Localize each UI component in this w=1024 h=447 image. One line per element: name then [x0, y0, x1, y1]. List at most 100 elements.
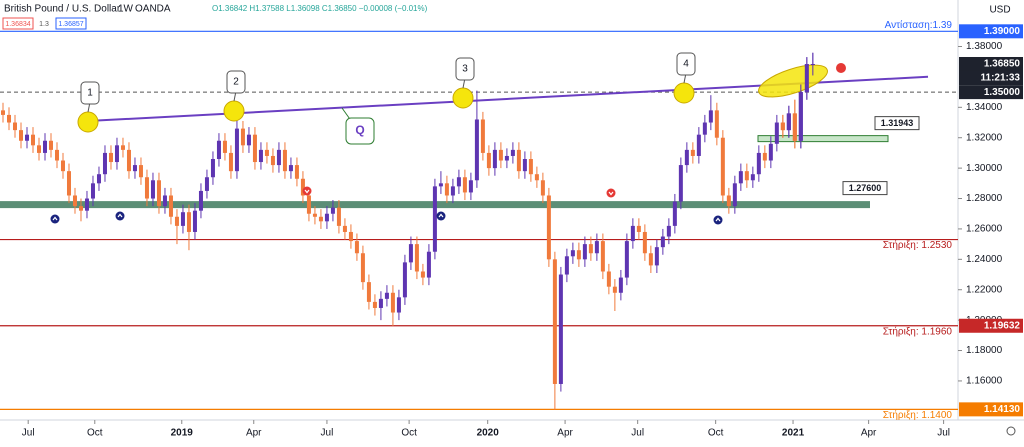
candle-body — [318, 216, 323, 222]
callout-box — [676, 52, 696, 76]
candle-body — [696, 134, 701, 156]
candle-body — [378, 298, 383, 308]
candle-body — [528, 159, 533, 175]
candle-body — [276, 149, 281, 166]
x-tick-label: Jul — [631, 428, 644, 439]
candle-body — [540, 180, 545, 196]
candle-body — [102, 152, 107, 175]
x-tick-label: 2020 — [477, 428, 500, 439]
candle-body — [558, 274, 563, 384]
candle-body — [486, 152, 491, 169]
callout-box — [80, 81, 100, 105]
x-tick-label: Oct — [87, 428, 103, 439]
candle-body — [48, 140, 53, 150]
y-tick-label: 1.38000 — [966, 41, 1003, 52]
candle-body — [744, 171, 749, 181]
y-tick-label: 1.30000 — [966, 163, 1003, 174]
x-tick-label: Apr — [557, 428, 573, 439]
candle-body — [522, 159, 527, 172]
price-label-box — [959, 318, 1023, 333]
candle-body — [174, 216, 179, 226]
candle-body — [228, 152, 233, 172]
bid-box[interactable] — [2, 17, 34, 30]
trendline-label: Q — [355, 123, 364, 137]
settings-icon[interactable] — [1006, 426, 1016, 436]
candle-body — [756, 152, 761, 175]
candle-body — [384, 292, 389, 299]
bid: 1.36834 — [5, 21, 30, 28]
y-tick-label: 1.24000 — [966, 254, 1003, 265]
touch-highlight — [758, 64, 828, 98]
candle-body — [126, 149, 131, 172]
touch-highlight — [77, 111, 99, 133]
countdown: 11:21:33 — [981, 73, 1021, 84]
candle-body — [564, 256, 569, 275]
zone-label: 1.27600 — [849, 183, 882, 193]
candle-body — [96, 174, 101, 184]
candle-body — [324, 213, 329, 222]
candle-body — [570, 250, 575, 257]
candle-body — [354, 241, 359, 254]
candle-body — [588, 244, 593, 254]
candle-body — [270, 155, 275, 166]
up-marker — [713, 215, 723, 225]
price-label-box — [959, 24, 1023, 39]
price-label-box — [959, 56, 1023, 71]
touch-highlight — [223, 100, 245, 122]
x-tick-label: 2021 — [782, 428, 805, 439]
candle-body — [60, 160, 65, 172]
marker-arrow — [52, 216, 58, 221]
candle-body — [294, 165, 299, 179]
candle-body — [156, 180, 161, 207]
touch-highlight — [452, 87, 474, 109]
candle-body — [420, 271, 425, 278]
candle-body — [312, 213, 317, 217]
candle-body — [630, 225, 635, 242]
candle-body — [714, 110, 719, 138]
callout-box — [455, 57, 475, 81]
candle-body — [504, 155, 509, 161]
ask-box[interactable] — [55, 17, 87, 30]
candle-body — [342, 225, 347, 232]
candle-body — [438, 183, 443, 187]
callout-label: 2 — [233, 77, 239, 88]
candle-body — [450, 186, 455, 196]
candle-body — [216, 140, 221, 160]
candle-body — [726, 195, 731, 207]
price-label: 1.14130 — [984, 404, 1021, 415]
candle-body — [552, 259, 557, 384]
callout-label: 1 — [87, 88, 93, 99]
candle-body — [198, 190, 203, 211]
candle-body — [642, 231, 647, 254]
candle-body — [576, 250, 581, 260]
price-label: 1.19632 — [984, 320, 1021, 331]
candle-body — [66, 171, 71, 196]
candle-body — [12, 122, 17, 131]
marker-arrow — [608, 191, 614, 196]
candle-body — [792, 113, 797, 141]
candle-body — [480, 119, 485, 153]
candle-body — [684, 149, 689, 166]
candle-body — [36, 145, 41, 153]
marker-arrow — [715, 217, 721, 222]
candle-body — [240, 128, 245, 146]
x-tick-label: Oct — [401, 428, 417, 439]
x-tick-label: Oct — [708, 428, 724, 439]
marker-arrow — [117, 213, 123, 218]
candle-body — [54, 149, 59, 161]
candle-body — [72, 195, 77, 207]
candle-body — [456, 177, 461, 187]
candle-body — [762, 152, 767, 161]
candle-body — [690, 149, 695, 156]
candle-body — [708, 110, 713, 123]
header: British Pound / U.S. Dollar 1W OANDA O1.… — [2, 4, 428, 30]
candle-body — [702, 122, 707, 135]
candle-body — [600, 241, 605, 272]
callout-label: 3 — [462, 64, 468, 75]
candle-body — [330, 207, 335, 214]
candle-body — [612, 286, 617, 293]
candle-body — [462, 177, 467, 193]
candle-body — [426, 251, 431, 278]
candle-body — [672, 201, 677, 226]
